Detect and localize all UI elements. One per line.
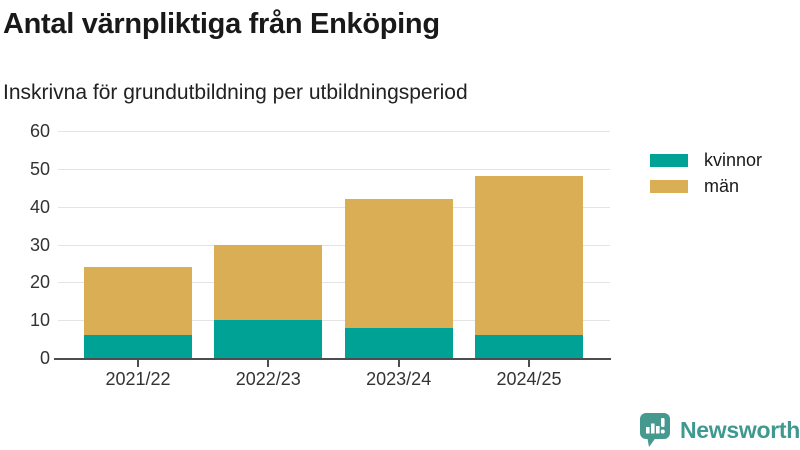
y-axis-tick-label: 0 xyxy=(39,348,50,368)
gridline-y-30 xyxy=(58,244,610,246)
bar-segment-män-2023-24 xyxy=(344,199,453,328)
x-axis-tick xyxy=(137,360,139,367)
x-axis-category-label: 2023/24 xyxy=(366,369,432,389)
gridline-y-60 xyxy=(58,131,610,132)
bar-segment-män-2024-25 xyxy=(475,176,583,336)
y-axis-tick-label: 10 xyxy=(29,310,50,331)
x-axis-tick xyxy=(397,360,400,367)
newsworthy-logo: Newsworthy xyxy=(638,412,800,448)
legend-label: kvinnor xyxy=(704,150,763,170)
chart-title: Antal värnpliktiga från Enköping xyxy=(3,8,440,40)
gridline-y-40 xyxy=(58,206,610,208)
y-axis-tick-label: 20 xyxy=(29,272,50,293)
legend-item-män: män xyxy=(650,173,762,199)
legend-swatch-män xyxy=(650,179,688,193)
bar-segment-kvinnor-2023-24 xyxy=(344,327,453,358)
gridline-y-10 xyxy=(58,320,610,322)
legend-item-kvinnor: kvinnor xyxy=(650,147,762,173)
bar-segment-kvinnor-2022-23 xyxy=(214,320,323,358)
x-axis-category-label: 2024/25 xyxy=(496,369,562,389)
gridline-y-50 xyxy=(58,168,610,170)
x-axis-tick xyxy=(267,360,270,367)
y-axis-tick-label: 60 xyxy=(29,121,50,141)
x-axis-category-label: 2022/23 xyxy=(235,369,301,389)
x-axis-line xyxy=(54,358,611,360)
bar-segment-män-2021-22 xyxy=(84,267,192,336)
x-axis-tick xyxy=(528,360,530,367)
newsworthy-logo-icon xyxy=(640,413,670,447)
newsworthy-logo-text: Newsworthy xyxy=(680,416,800,443)
chart-subtitle: Inskrivna för grundutbildning per utbild… xyxy=(3,81,468,104)
bar-segment-män-2022-23 xyxy=(214,244,323,321)
y-axis-tick-label: 30 xyxy=(29,234,50,255)
legend: kvinnor män xyxy=(650,147,762,199)
legend-swatch-kvinnor xyxy=(650,153,688,167)
bar-segment-kvinnor-2021-22 xyxy=(84,335,192,358)
x-axis-category-label: 2021/22 xyxy=(105,369,171,389)
y-axis-tick-label: 40 xyxy=(29,196,50,217)
legend-label: män xyxy=(704,176,740,196)
y-axis-tick-label: 50 xyxy=(29,158,50,179)
gridline-y-20 xyxy=(58,282,610,284)
bar-segment-kvinnor-2024-25 xyxy=(475,335,583,358)
